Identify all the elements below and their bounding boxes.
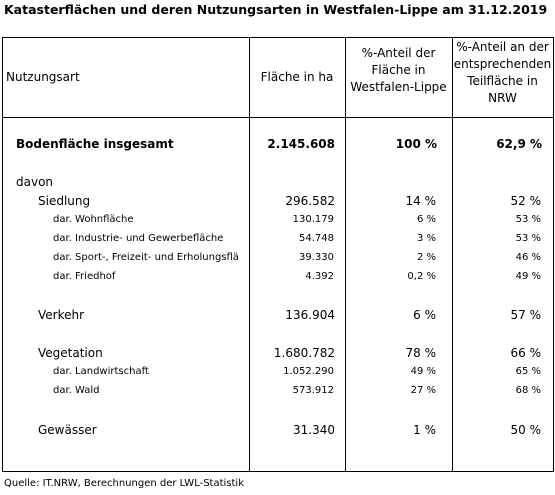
landwirtschaft-area: 1.052.290	[283, 366, 334, 377]
header-anteil-nrw-line2: entsprechenden	[453, 57, 552, 71]
land-use-table: Nutzungsart Fläche in ha %-Anteil der Fl…	[2, 37, 554, 472]
industrie-area: 54.748	[299, 233, 334, 244]
header-anteil-wl-line3: Westfalen-Lippe	[350, 80, 447, 94]
landwirtschaft-share-wl: 49 %	[410, 366, 436, 377]
col-border-3	[452, 38, 453, 471]
header-anteil-nrw-line3: Teilfläche in	[467, 74, 538, 88]
source-note: Quelle: IT.NRW, Berechnungen der LWL-Sta…	[4, 478, 244, 489]
total-share-wl: 100 %	[395, 137, 437, 151]
sport-share-wl: 2 %	[416, 252, 436, 263]
sport-share-nrw: 46 %	[515, 252, 541, 263]
sport-area: 39.330	[299, 252, 334, 263]
header-flaeche: Fläche in ha	[260, 70, 334, 84]
verkehr-share-wl: 6 %	[413, 308, 436, 322]
header-anteil-wl-line1: %-Anteil der	[361, 46, 436, 60]
industrie-share-nrw: 53 %	[515, 233, 541, 244]
wohnflaeche-area: 130.179	[292, 214, 334, 225]
page-title: Katasterflächen und deren Nutzungsarten …	[4, 2, 548, 17]
vegetation-share-nrw: 66 %	[510, 346, 542, 360]
landwirtschaft-share-nrw: 65 %	[515, 366, 541, 377]
wohnflaeche-share-wl: 6 %	[416, 214, 436, 225]
header-anteil-nrw-line4: NRW	[488, 91, 517, 105]
gewaesser-share-wl: 1 %	[413, 423, 436, 437]
col-border-1	[249, 38, 250, 471]
gewaesser-area: 31.340	[293, 423, 335, 437]
sport-label: dar. Sport-, Freizeit- und Erholungsflä	[53, 252, 239, 263]
total-share-nrw: 62,9 %	[496, 137, 542, 151]
header-nutzungsart: Nutzungsart	[6, 70, 80, 84]
col-border-2	[345, 38, 346, 471]
col-border-right	[553, 38, 554, 471]
verkehr-share-nrw: 57 %	[510, 308, 542, 322]
siedlung-area: 296.582	[285, 194, 335, 208]
wohnflaeche-label: dar. Wohnfläche	[53, 214, 134, 225]
verkehr-area: 136.904	[285, 308, 335, 322]
total-label: Bodenfläche insgesamt	[16, 137, 174, 151]
vegetation-area: 1.680.782	[273, 346, 335, 360]
col-border-left	[2, 38, 3, 471]
friedhof-share-nrw: 49 %	[515, 271, 541, 282]
header-anteil-wl: %-Anteil der Fläche in Westfalen-Lippe	[345, 45, 452, 96]
siedlung-label: Siedlung	[38, 194, 91, 208]
davon-label: davon	[16, 175, 54, 189]
siedlung-share-nrw: 52 %	[510, 194, 542, 208]
total-area: 2.145.608	[267, 137, 335, 151]
friedhof-label: dar. Friedhof	[53, 271, 116, 282]
wald-share-wl: 27 %	[410, 385, 436, 396]
landwirtschaft-label: dar. Landwirtschaft	[53, 366, 149, 377]
header-anteil-wl-line2: Fläche in	[371, 63, 426, 77]
header-divider	[2, 117, 554, 118]
industrie-label: dar. Industrie- und Gewerbefläche	[53, 233, 224, 244]
wald-label: dar. Wald	[53, 385, 100, 396]
header-anteil-nrw: %-Anteil an der entsprechenden Teilfläch…	[452, 39, 553, 107]
verkehr-label: Verkehr	[38, 308, 85, 322]
wald-area: 573.912	[292, 385, 334, 396]
vegetation-share-wl: 78 %	[405, 346, 437, 360]
gewaesser-share-nrw: 50 %	[510, 423, 542, 437]
header-anteil-nrw-line1: %-Anteil an der	[456, 40, 549, 54]
vegetation-label: Vegetation	[38, 346, 103, 360]
wald-share-nrw: 68 %	[515, 385, 541, 396]
gewaesser-label: Gewässer	[38, 423, 97, 437]
industrie-share-wl: 3 %	[416, 233, 436, 244]
friedhof-share-wl: 0,2 %	[407, 271, 436, 282]
wohnflaeche-share-nrw: 53 %	[515, 214, 541, 225]
friedhof-area: 4.392	[305, 271, 334, 282]
siedlung-share-wl: 14 %	[405, 194, 437, 208]
